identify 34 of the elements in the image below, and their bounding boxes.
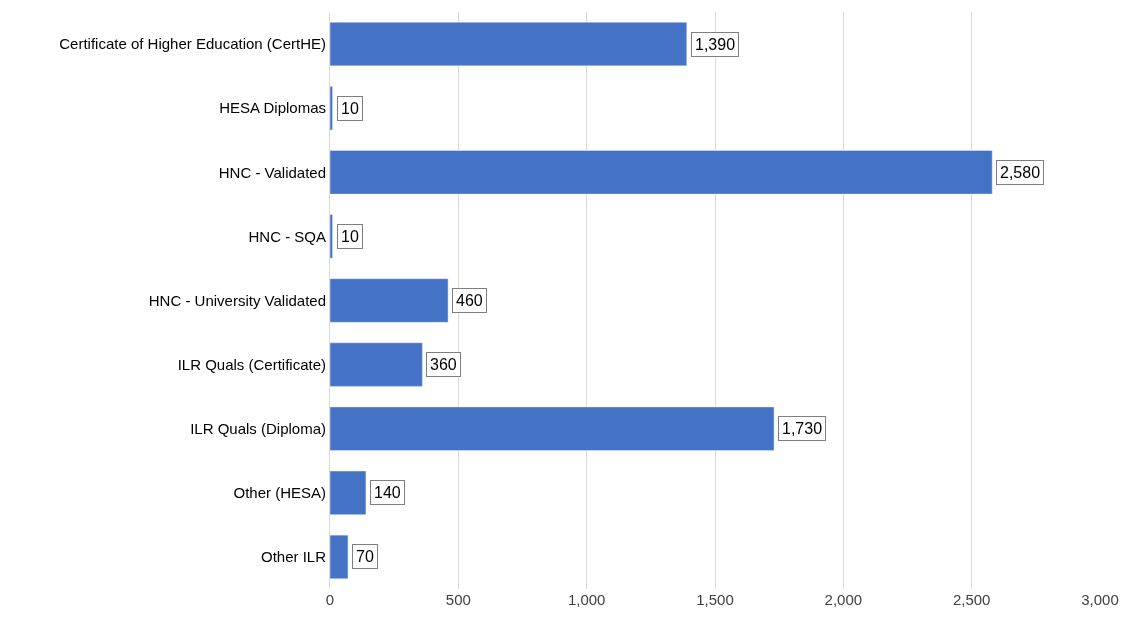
bar <box>330 470 367 515</box>
bar <box>330 278 449 323</box>
data-label: 460 <box>456 292 483 309</box>
y-tick-label: Other ILR <box>260 548 327 566</box>
data-label: 10 <box>341 228 359 245</box>
bar <box>330 214 333 259</box>
x-tick-label: 2,000 <box>824 591 863 608</box>
x-tick-label: 1,000 <box>567 591 606 608</box>
bar <box>330 342 423 387</box>
data-label: 10 <box>341 100 359 117</box>
bar <box>330 406 775 451</box>
y-tick-label: Certificate of Higher Education (CertHE) <box>59 35 326 53</box>
data-label: 140 <box>374 484 401 501</box>
y-tick-label: HESA Diplomas <box>219 99 326 117</box>
x-tick-label: 0 <box>325 591 335 608</box>
y-tick-label: ILR Quals (Certificate) <box>177 355 326 373</box>
y-tick-label: ILR Quals (Diploma) <box>190 419 326 437</box>
data-label: 1,730 <box>782 420 823 437</box>
x-tick-label: 3,000 <box>1081 591 1119 608</box>
y-tick-label: HNC - Validated <box>218 163 326 181</box>
bar <box>330 86 333 131</box>
data-label: 2,580 <box>1000 164 1041 181</box>
data-label: 1,390 <box>695 36 736 53</box>
y-tick-label: HNC - SQA <box>248 227 326 245</box>
data-label: 70 <box>356 548 374 565</box>
data-label: 360 <box>430 356 457 373</box>
bar <box>330 150 993 195</box>
x-tick-label: 2,500 <box>952 591 991 608</box>
y-tick-label: Other (HESA) <box>233 484 326 502</box>
bar <box>330 22 688 67</box>
bar <box>330 534 349 579</box>
x-tick-label: 500 <box>445 591 471 608</box>
y-tick-label: HNC - University Validated <box>148 291 326 309</box>
x-tick-label: 1,500 <box>696 591 734 608</box>
